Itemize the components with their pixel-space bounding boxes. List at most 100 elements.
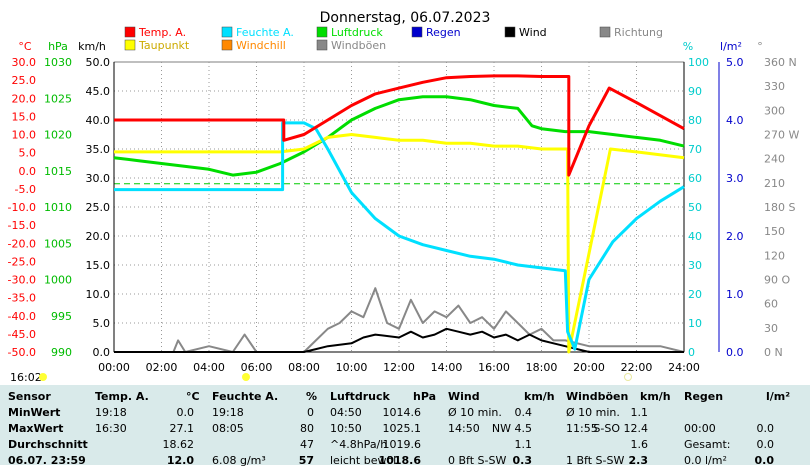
stats-row-label: MinWert [8,406,61,419]
temp-tick-label: -50.0 [8,346,36,359]
pressure-tick-label: 1015 [44,165,72,178]
rain-tick-label: 1.0 [726,288,744,301]
wind-tick-label: 50.0 [86,56,111,69]
stats-cell: S-SO 12.4 [593,422,648,435]
temp-tick-label: -20.0 [8,237,36,250]
temp-tick-label: -15.0 [8,219,36,232]
stats-cell: 6.08 g/m³ [212,454,266,467]
header-gusts: Windböen [566,390,629,403]
wind-tick-label: 30.0 [86,172,111,185]
rain-tick-label: 4.0 [726,114,744,127]
sunrise-icon [242,373,250,381]
stats-row: MinWert 19:18 0.0 19:18 0 04:50 1014.6 Ø 10 min… [0,406,810,422]
statistics-table: Sensor Temp. A. °C Feuchte A. % Luftdruc… [0,385,810,467]
wind-tick-label: 0.0 [93,346,111,359]
header-temp-unit: °C [186,390,200,403]
x-tick-label: 08:00 [288,361,320,374]
x-tick-label: 24:00 [668,361,700,374]
humidity-tick-label: 70 [688,143,702,156]
axis-headers: °C hPa km/h% l/m² ° [18,40,762,53]
stats-cell: 80 [300,422,314,435]
temp-tick-label: 0.0 [19,165,37,178]
x-tick-label: 22:00 [621,361,653,374]
wind-tick-label: 35.0 [86,143,111,156]
temp-tick-label: 15.0 [12,110,37,123]
stats-cell: 1018.6 [378,454,421,467]
stats-row-label: MaxWert [8,422,64,435]
legend-swatch [221,39,233,51]
stats-cell: NW 4.5 [491,422,532,435]
rain-tick-label: 5.0 [726,56,744,69]
x-tick-label: 02:00 [146,361,178,374]
wind-tick-label: 40.0 [86,114,111,127]
axis-unit-label: ° [757,40,763,53]
direction-tick-label: 330 [764,80,785,93]
header-wind: Wind [448,390,480,403]
stats-cell: 1 Bft S-SW [566,454,625,467]
x-tick-label: 20:00 [573,361,605,374]
stats-cell: 0.0 l/m² [684,454,727,467]
x-tick-label: 04:00 [193,361,225,374]
rain-tick-label: 3.0 [726,172,744,185]
weather-chart: Donnerstag, 06.07.2023 Temp. A. Feuchte A… [8,10,800,374]
stats-cell: 0.0 [756,438,775,451]
stats-cell: 1.6 [630,438,649,451]
direction-tick-label: 120 [764,249,785,262]
stats-cell: leicht bewöl [330,454,397,467]
header-rain: Regen [684,390,724,403]
stats-row: MaxWert 16:30 27.1 08:05 80 10:50 1025.1 14:50 N… [0,422,810,438]
legend-label: Windchill [236,39,286,52]
header-pressure-unit: hPa [413,390,437,403]
stats-cell: 19:18 [212,406,244,419]
pressure-tick-label: 1000 [44,274,72,287]
legend-label: Taupunkt [138,39,190,52]
header-humidity-unit: % [306,390,318,403]
series-line [114,287,685,353]
humidity-tick-label: 30 [688,259,702,272]
direction-tick-label: 270 W [764,129,799,142]
axis-unit-label: % [683,40,693,53]
temp-tick-label: -10.0 [8,201,36,214]
temp-tick-label: -25.0 [8,255,36,268]
header-humidity: Feuchte A. [212,390,279,403]
stats-cell: 0.3 [512,454,533,467]
stats-cell: 1019.6 [382,438,422,451]
wind-tick-label: 15.0 [86,259,111,272]
wind-tick-label: 45.0 [86,85,111,98]
stats-cell: 12.0 [166,454,194,467]
direction-tick-label: 60 [764,298,778,311]
stats-cell: 18.62 [162,438,195,451]
wind-tick-label: 5.0 [93,317,111,330]
stats-cell: Ø 10 min. [566,406,620,419]
pressure-tick-label: 1010 [44,201,72,214]
pressure-tick-label: 1005 [44,237,72,250]
legend-swatch [316,39,328,51]
humidity-tick-label: 80 [688,114,702,127]
x-tick-label: 14:00 [431,361,463,374]
header-wind-unit: km/h [524,390,555,403]
stats-cell: 1014.6 [382,406,422,419]
axis-unit-label: °C [18,40,32,53]
wind-tick-label: 10.0 [86,288,111,301]
legend-label: Feuchte A. [236,26,294,39]
humidity-tick-label: 40 [688,230,702,243]
current-time: 16:02 [10,371,42,384]
stats-cell: Ø 10 min. [448,406,502,419]
sun-icon [39,373,47,381]
stats-cell: ^4.8hPa/h [330,438,388,451]
pressure-tick-label: 1020 [44,129,72,142]
chart-title: Donnerstag, 06.07.2023 [320,10,491,26]
stats-cell: 0.0 [756,422,775,435]
axes: 30.0 25.0 20.0 15.0 10.0 5.0 0.0 -5.0 -10.0 -15.0… [8,56,800,374]
pressure-tick-label: 990 [51,346,72,359]
stats-header-row: Sensor Temp. A. °C Feuchte A. % Luftdruc… [0,390,810,406]
humidity-tick-label: 10 [688,317,702,330]
legend-swatch [124,26,136,38]
axis-unit-label: km/h [78,40,106,53]
stats-cell: 08:05 [212,422,244,435]
stats-row-label: Durchschnitt [8,438,88,451]
legend-label: Windböen [331,39,386,52]
stats-row: Durchschnitt 18.62 47 ^4.8hPa/h 1019.6 1.1 1.6… [0,438,810,454]
x-tick-label: 10:00 [336,361,368,374]
temp-tick-label: -5.0 [15,183,36,196]
